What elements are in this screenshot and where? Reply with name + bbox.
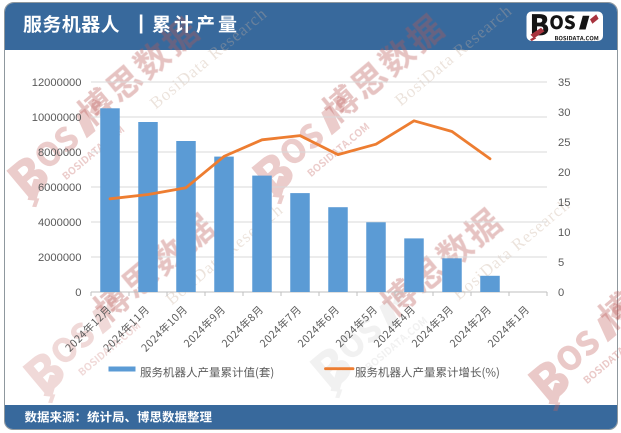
svg-text:6000000: 6000000 bbox=[38, 182, 82, 194]
svg-text:25: 25 bbox=[558, 137, 570, 149]
svg-text:20: 20 bbox=[558, 167, 570, 179]
svg-text:0: 0 bbox=[558, 287, 564, 299]
svg-text:30: 30 bbox=[558, 107, 570, 119]
svg-text:4000000: 4000000 bbox=[38, 217, 82, 229]
svg-text:10000000: 10000000 bbox=[32, 112, 82, 124]
svg-text:12000000: 12000000 bbox=[32, 77, 82, 89]
svg-text:15: 15 bbox=[558, 197, 570, 209]
svg-text:0: 0 bbox=[75, 287, 81, 299]
svg-text:10: 10 bbox=[558, 227, 570, 239]
svg-text:5: 5 bbox=[558, 257, 564, 269]
svg-text:BosiData Research: BosiData Research bbox=[391, 1, 516, 110]
svg-text:BosiData Research: BosiData Research bbox=[449, 195, 574, 304]
svg-text:2000000: 2000000 bbox=[38, 252, 82, 264]
svg-text:35: 35 bbox=[558, 77, 570, 89]
svg-text:8000000: 8000000 bbox=[38, 147, 82, 159]
